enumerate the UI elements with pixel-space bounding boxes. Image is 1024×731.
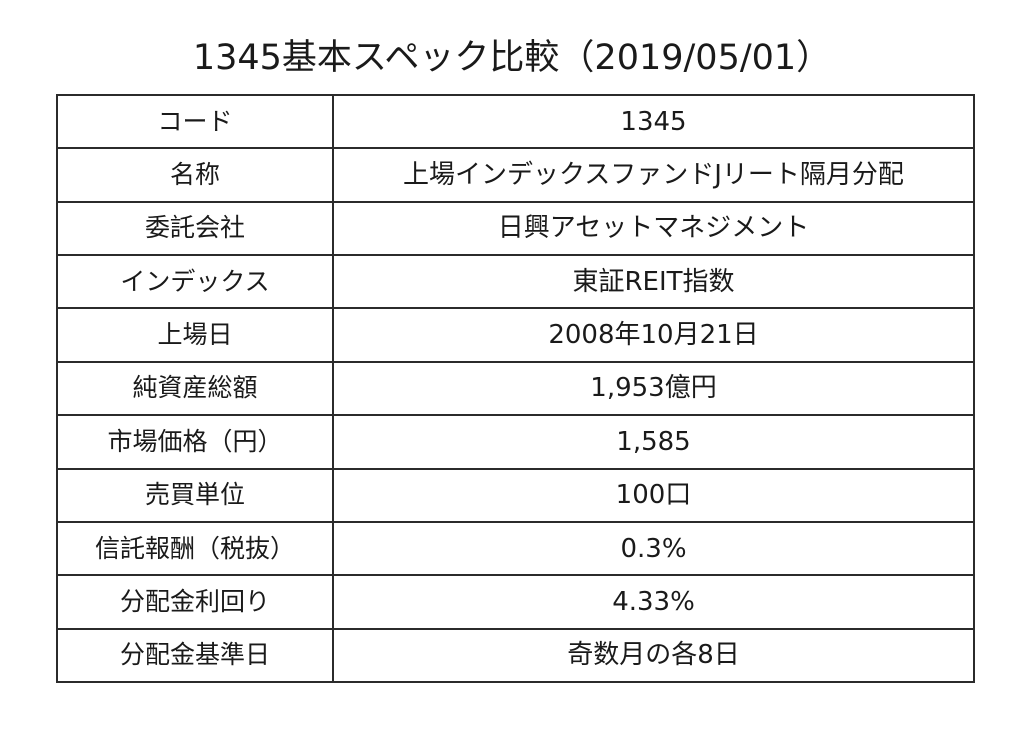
row-label-dividend-yield: 分配金利回り <box>56 574 334 630</box>
table-row: 分配金利回り 4.33% <box>56 574 975 630</box>
row-label-code: コード <box>56 93 334 150</box>
row-label-market-price: 市場価格（円） <box>56 414 334 470</box>
row-label-trust-fee: 信託報酬（税抜） <box>56 520 334 577</box>
row-value-trading-unit: 100口 <box>332 467 975 523</box>
table-row: 市場価格（円） 1,585 <box>56 414 975 470</box>
table-row: 分配金基準日 奇数月の各8日 <box>56 627 975 684</box>
spec-table: コード 1345 名称 上場インデックスファンドJリート隔月分配 委託会社 日興… <box>56 93 975 684</box>
table-row: 信託報酬（税抜） 0.3% <box>56 520 975 577</box>
row-value-code: 1345 <box>332 93 975 150</box>
row-label-net-assets: 純資産総額 <box>56 360 334 417</box>
row-value-index: 東証REIT指数 <box>332 254 975 310</box>
table-row: コード 1345 <box>56 93 975 150</box>
row-value-market-price: 1,585 <box>332 414 975 470</box>
row-label-trustee: 委託会社 <box>56 200 334 257</box>
table-row: 純資産総額 1,953億円 <box>56 360 975 417</box>
row-label-index: インデックス <box>56 254 334 310</box>
table-row: 売買単位 100口 <box>56 467 975 523</box>
row-value-name: 上場インデックスファンドJリート隔月分配 <box>332 147 975 203</box>
table-row: 名称 上場インデックスファンドJリート隔月分配 <box>56 147 975 203</box>
row-value-net-assets: 1,953億円 <box>332 360 975 417</box>
row-label-name: 名称 <box>56 147 334 203</box>
row-value-dividend-record-date: 奇数月の各8日 <box>332 627 975 684</box>
row-value-listing-date: 2008年10月21日 <box>332 307 975 363</box>
page-title: 1345基本スペック比較（2019/05/01） <box>192 38 832 78</box>
row-label-listing-date: 上場日 <box>56 307 334 363</box>
row-value-trustee: 日興アセットマネジメント <box>332 200 975 257</box>
table-row: 上場日 2008年10月21日 <box>56 307 975 363</box>
table-row: 委託会社 日興アセットマネジメント <box>56 200 975 257</box>
row-label-dividend-record-date: 分配金基準日 <box>56 627 334 684</box>
row-value-trust-fee: 0.3% <box>332 520 975 577</box>
row-value-dividend-yield: 4.33% <box>332 574 975 630</box>
table-row: インデックス 東証REIT指数 <box>56 254 975 310</box>
row-label-trading-unit: 売買単位 <box>56 467 334 523</box>
